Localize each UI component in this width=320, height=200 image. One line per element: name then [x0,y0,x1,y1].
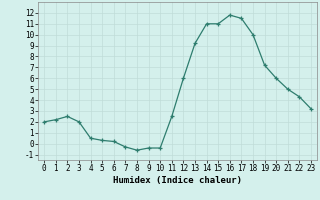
X-axis label: Humidex (Indice chaleur): Humidex (Indice chaleur) [113,176,242,185]
